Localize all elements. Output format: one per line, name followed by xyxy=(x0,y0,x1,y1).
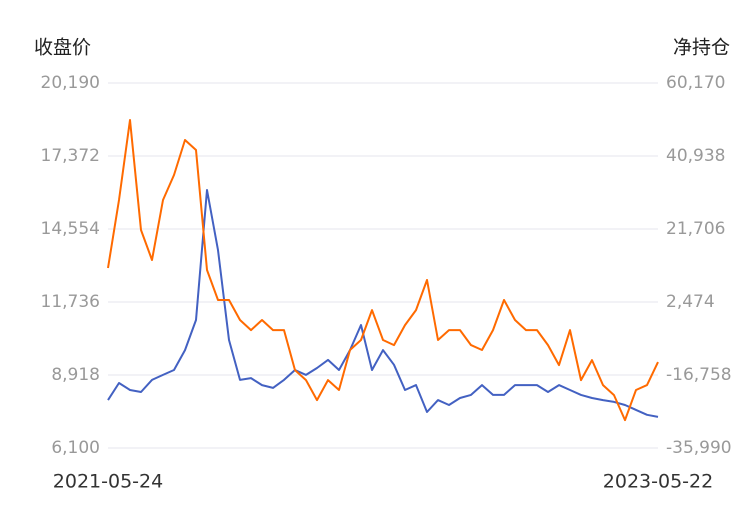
x-tick-label: 2023-05-22 xyxy=(603,471,713,493)
y-tick-label: 8,918 xyxy=(51,365,100,385)
y-tick-label: 11,736 xyxy=(41,292,100,312)
y2-tick-label: 40,938 xyxy=(666,146,725,166)
y-tick-label: 14,554 xyxy=(41,219,100,239)
y2-tick-label: -16,758 xyxy=(666,365,732,385)
y2-tick-label: -35,990 xyxy=(666,438,732,458)
y-tick-label: 20,190 xyxy=(41,73,100,93)
series-line xyxy=(107,119,659,422)
y-tick-label: 6,100 xyxy=(51,438,100,458)
y2-tick-label: 2,474 xyxy=(666,292,715,312)
y2-tick-label: 60,170 xyxy=(666,73,725,93)
y2-tick-label: 21,706 xyxy=(666,219,725,239)
y-axis-title: 收盘价 xyxy=(34,37,91,59)
series-line xyxy=(107,189,659,418)
y2-axis-title: 净持仓 xyxy=(673,37,730,59)
y-tick-label: 17,372 xyxy=(41,146,100,166)
x-tick-label: 2021-05-24 xyxy=(53,471,163,493)
